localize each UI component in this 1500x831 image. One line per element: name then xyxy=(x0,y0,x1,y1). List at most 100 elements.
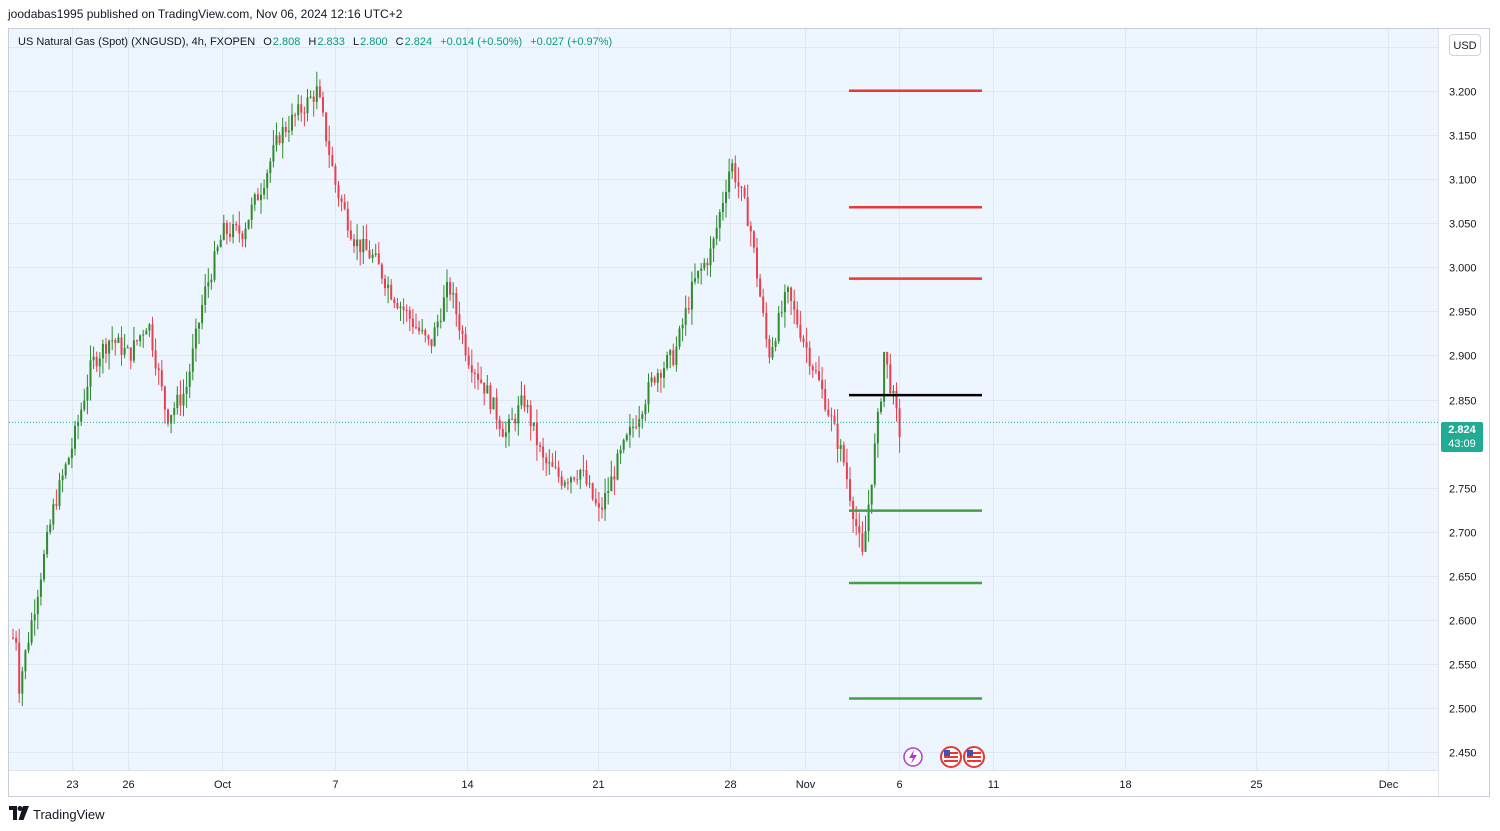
candle-body xyxy=(560,476,563,486)
candle-body xyxy=(759,278,762,297)
tradingview-brand[interactable]: TradingView xyxy=(9,804,105,824)
candle-body xyxy=(675,346,678,365)
candle-body xyxy=(644,404,647,415)
candle-body xyxy=(318,86,321,98)
time-tick-label: 14 xyxy=(461,779,473,791)
candle-body xyxy=(21,671,24,694)
candle-body xyxy=(433,327,436,347)
candle-body xyxy=(12,637,14,639)
candle-body xyxy=(256,194,259,201)
candle-body xyxy=(746,197,749,226)
candle-body xyxy=(281,126,284,144)
candle-body xyxy=(597,503,600,508)
flag-canton xyxy=(967,750,973,756)
candle-body xyxy=(582,469,585,471)
flag-canton xyxy=(944,750,950,756)
price-chart[interactable]: 2.450 2.500 2.550 2.600 2.650 2.700 2.750 2.800… xyxy=(9,29,1490,797)
price-tick-label: 3.150 xyxy=(1449,131,1477,143)
time-tick-label: 11 xyxy=(988,779,999,791)
candle-body xyxy=(269,161,272,174)
candle-body xyxy=(353,239,355,247)
candle-body xyxy=(588,483,591,485)
candle-body xyxy=(697,270,700,279)
candle-body xyxy=(824,389,827,410)
candle-body xyxy=(539,445,541,447)
candle-body xyxy=(610,476,613,492)
candle-body xyxy=(43,554,45,580)
time-axis-band xyxy=(9,770,1438,796)
candle-body xyxy=(566,482,569,484)
candle-body xyxy=(359,239,362,253)
candle-body xyxy=(365,238,368,251)
candle-body xyxy=(793,300,796,310)
candle-body xyxy=(492,397,495,410)
candle-body xyxy=(95,356,98,367)
brand-name: TradingView xyxy=(33,806,105,822)
candle-body xyxy=(796,309,799,325)
candle-body xyxy=(486,385,489,394)
candle-body xyxy=(532,422,535,427)
candle-body xyxy=(80,409,83,422)
candle-body xyxy=(328,141,331,156)
price-tick-label: 2.950 xyxy=(1449,307,1477,319)
candle-body xyxy=(306,97,309,114)
candle-body xyxy=(325,112,328,142)
low-label: L xyxy=(352,36,360,48)
open-value: 2.808 xyxy=(272,36,301,48)
candle-body xyxy=(731,163,734,172)
candle-body xyxy=(681,324,684,329)
currency-button[interactable]: USD xyxy=(1449,34,1481,56)
candle-body xyxy=(895,390,898,409)
candle-body xyxy=(613,476,616,480)
candle-body xyxy=(672,350,675,365)
candle-body xyxy=(749,225,752,232)
candle-body xyxy=(322,97,324,113)
candle-body xyxy=(523,395,526,408)
candle-body xyxy=(517,405,520,424)
flag-stripe xyxy=(944,760,958,762)
candle-body xyxy=(52,504,55,525)
candle-body xyxy=(436,321,439,328)
time-tick-label: Dec xyxy=(1379,779,1399,791)
plot-area[interactable] xyxy=(9,29,1438,770)
candle-body xyxy=(111,340,114,342)
candle-body xyxy=(120,337,123,355)
candle-body xyxy=(182,393,185,406)
candle-body xyxy=(24,650,27,672)
candle-body xyxy=(77,421,80,426)
bar-countdown: 43:09 xyxy=(1448,438,1476,450)
candle-body xyxy=(650,377,653,383)
candle-body xyxy=(830,415,833,417)
price-tick-label: 2.550 xyxy=(1449,660,1477,672)
candle-body xyxy=(151,324,154,351)
candle-body xyxy=(67,458,70,465)
candle-body xyxy=(312,96,315,102)
candle-body xyxy=(498,419,501,430)
candle-body xyxy=(833,416,836,424)
candle-body xyxy=(380,264,383,279)
symbol-title[interactable]: US Natural Gas (Spot) (XNGUSD), 4h, FXOP… xyxy=(18,36,256,48)
candle-body xyxy=(635,426,638,428)
candle-body xyxy=(179,394,182,406)
candle-body xyxy=(594,499,597,504)
last-price-value: 2.824 xyxy=(1448,424,1476,436)
candle-body xyxy=(309,96,312,98)
candle-body xyxy=(765,312,768,340)
candle-body xyxy=(684,308,687,325)
candle-body xyxy=(876,411,879,444)
candle-body xyxy=(139,335,142,342)
candle-body xyxy=(266,173,269,188)
candle-body xyxy=(687,308,690,310)
candle-body xyxy=(362,238,365,253)
candle-body xyxy=(858,526,861,534)
candle-body xyxy=(641,414,644,419)
candle-body xyxy=(384,278,386,289)
candle-body xyxy=(529,405,532,427)
candle-body xyxy=(461,330,464,335)
candle-body xyxy=(340,198,343,202)
candle-body xyxy=(244,228,247,240)
candle-body xyxy=(601,507,603,510)
chart-frame[interactable]: 2.450 2.500 2.550 2.600 2.650 2.700 2.750 2.800… xyxy=(8,28,1490,797)
candle-body xyxy=(411,318,414,328)
high-value: 2.833 xyxy=(317,36,345,48)
